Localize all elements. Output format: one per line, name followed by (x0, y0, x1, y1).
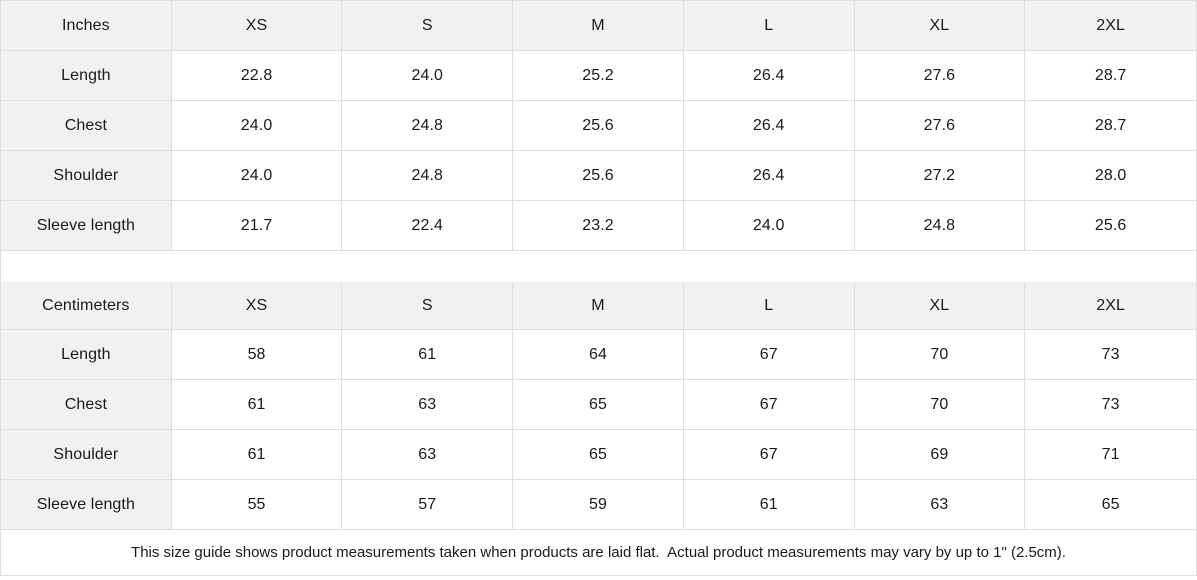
measurement-value: 27.2 (855, 151, 1026, 200)
measurement-value: 61 (172, 430, 343, 479)
measurement-value: 73 (1101, 395, 1120, 413)
measurement-value: 26.4 (684, 51, 855, 100)
measurement-value: 24.0 (172, 101, 343, 150)
row-label: Length (1, 51, 172, 100)
row-label: Sleeve length (1, 480, 172, 529)
size-header-m: M (513, 282, 684, 329)
table-row-chest-inches: Chest 24.0 24.8 25.6 26.4 27.6 28.7 (1, 101, 1196, 151)
measurement-value: 58 (172, 330, 343, 379)
size-header-xl: XL (855, 282, 1026, 329)
measurement-value: 28.7 (1094, 116, 1127, 134)
table-row-shoulder-cm: Shoulder 61 63 65 67 69 71 (1, 430, 1196, 480)
measurement-value: 27.6 (855, 101, 1026, 150)
inches-table: Inches XS S M L XL 2XL Length 22.8 24.0 … (1, 1, 1196, 251)
size-header-s: S (342, 282, 514, 329)
unit-header-centimeters: Centimeters (1, 282, 172, 329)
centimeters-table: Centimeters XS S M L XL 2XL Length 58 61… (1, 282, 1196, 530)
measurement-value: 61 (342, 330, 514, 379)
measurement-value: 25.6 (513, 151, 684, 200)
measurement-value: 28.0 (1094, 166, 1127, 184)
measurement-value: 63 (855, 480, 1026, 529)
measurement-value: 67 (684, 330, 855, 379)
measurement-value: 25.6 (1094, 216, 1127, 234)
measurement-value: 27.6 (855, 51, 1026, 100)
measurement-value: 65 (513, 380, 684, 429)
measurement-value: 24.8 (342, 151, 514, 200)
measurement-value: 21.7 (172, 201, 343, 250)
row-label: Shoulder (1, 430, 172, 479)
table-row-sleeve-cm: Sleeve length 55 57 59 61 63 65 (1, 480, 1196, 530)
size-header-xl: XL (855, 1, 1026, 50)
measurement-value: 24.0 (342, 51, 514, 100)
measurement-value: 22.8 (172, 51, 343, 100)
measurement-value: 70 (855, 330, 1026, 379)
measurement-value: 28.7 (1094, 66, 1127, 84)
measurement-value: 25.6 (513, 101, 684, 150)
table-row-length-inches: Length 22.8 24.0 25.2 26.4 27.6 28.7 (1, 51, 1196, 101)
measurement-value: 69 (855, 430, 1026, 479)
measurement-value: 63 (342, 430, 514, 479)
measurement-value: 67 (684, 380, 855, 429)
size-header-m: M (513, 1, 684, 50)
table-row-length-cm: Length 58 61 64 67 70 73 (1, 330, 1196, 380)
size-header-2xl: 2XL (1096, 16, 1126, 34)
footer-row: This size guide shows product measuremen… (1, 530, 1196, 575)
measurement-value: 61 (684, 480, 855, 529)
measurement-value: 24.8 (342, 101, 514, 150)
size-header-s: S (342, 1, 514, 50)
measurement-value: 25.2 (513, 51, 684, 100)
centimeters-header-row: Centimeters XS S M L XL 2XL (1, 282, 1196, 330)
size-header-l: L (684, 1, 855, 50)
measurement-value: 64 (513, 330, 684, 379)
unit-header-inches: Inches (1, 1, 172, 50)
measurement-value: 71 (1101, 445, 1120, 463)
table-row-chest-cm: Chest 61 63 65 67 70 73 (1, 380, 1196, 430)
measurement-value: 24.0 (172, 151, 343, 200)
measurement-value: 59 (513, 480, 684, 529)
measurement-value: 24.0 (684, 201, 855, 250)
row-label: Chest (1, 380, 172, 429)
size-header-2xl: 2XL (1096, 296, 1126, 314)
size-header-xs: XS (172, 282, 343, 329)
measurement-value: 67 (684, 430, 855, 479)
table-row-shoulder-inches: Shoulder 24.0 24.8 25.6 26.4 27.2 28.0 (1, 151, 1196, 201)
table-row-sleeve-inches: Sleeve length 21.7 22.4 23.2 24.0 24.8 2… (1, 201, 1196, 251)
measurement-value: 26.4 (684, 151, 855, 200)
measurement-value: 61 (172, 380, 343, 429)
row-label: Shoulder (1, 151, 172, 200)
measurement-value: 57 (342, 480, 514, 529)
size-guide-disclaimer: This size guide shows product measuremen… (131, 544, 1066, 561)
measurement-value: 23.2 (513, 201, 684, 250)
row-label: Sleeve length (1, 201, 172, 250)
measurement-value: 70 (855, 380, 1026, 429)
measurement-value: 26.4 (684, 101, 855, 150)
measurement-value: 55 (172, 480, 343, 529)
row-label: Chest (1, 101, 172, 150)
measurement-value: 63 (342, 380, 514, 429)
size-header-l: L (684, 282, 855, 329)
size-header-xs: XS (172, 1, 343, 50)
measurement-value: 65 (1101, 495, 1120, 513)
row-label: Length (1, 330, 172, 379)
measurement-value: 73 (1101, 345, 1120, 363)
measurement-value: 65 (513, 430, 684, 479)
measurement-value: 24.8 (855, 201, 1026, 250)
table-spacer (1, 251, 1196, 282)
measurement-value: 22.4 (342, 201, 514, 250)
inches-header-row: Inches XS S M L XL 2XL (1, 1, 1196, 51)
